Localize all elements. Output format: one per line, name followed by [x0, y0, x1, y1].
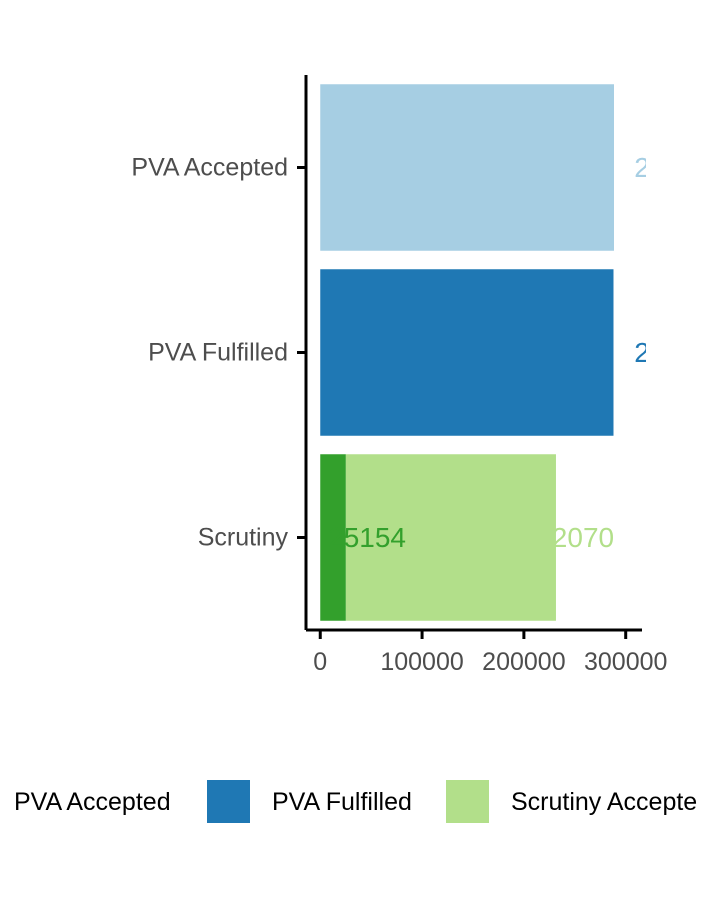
x-tick-label-300000: 300000 [584, 648, 667, 676]
legend-label-scrutiny-accepted: Scrutiny Accepte [511, 788, 697, 816]
x-axis: 0 100000 200000 300000 [313, 630, 667, 676]
x-tick-label-0: 0 [313, 648, 327, 676]
bar-pva-fulfilled-1 [320, 269, 614, 436]
legend-label-pva-fulfilled: PVA Fulfilled [272, 788, 412, 816]
legend-swatch-scrutiny-accepted [446, 780, 489, 823]
data-label-scrutiny-3: 2070 [552, 522, 614, 553]
bar-scrutiny-3 [345, 454, 556, 621]
bar-pva-accepted-0 [320, 84, 614, 251]
data-label-pva-fulfilled-1: 2 [634, 337, 650, 368]
legend-label-pva-accepted: PVA Accepted [14, 788, 171, 816]
bar-scrutiny-2 [320, 454, 346, 621]
category-label-pva-accepted: PVA Accepted [131, 154, 288, 182]
bars [320, 84, 614, 621]
data-label-pva-accepted-0: 2 [634, 152, 650, 183]
category-label-pva-fulfilled: PVA Fulfilled [148, 339, 288, 367]
y-axis: PVA Accepted PVA Fulfilled Scrutiny [131, 154, 306, 552]
x-tick-label-100000: 100000 [380, 648, 463, 676]
data-labels: 2 2 25154 2070 [328, 152, 650, 553]
category-label-scrutiny: Scrutiny [198, 524, 289, 552]
legend-swatch-pva-fulfilled [207, 780, 250, 823]
x-tick-label-200000: 200000 [482, 648, 565, 676]
legend: PVA Accepted PVA Fulfilled Scrutiny Accept… [14, 780, 697, 823]
data-label-scrutiny-2: 25154 [328, 522, 406, 553]
